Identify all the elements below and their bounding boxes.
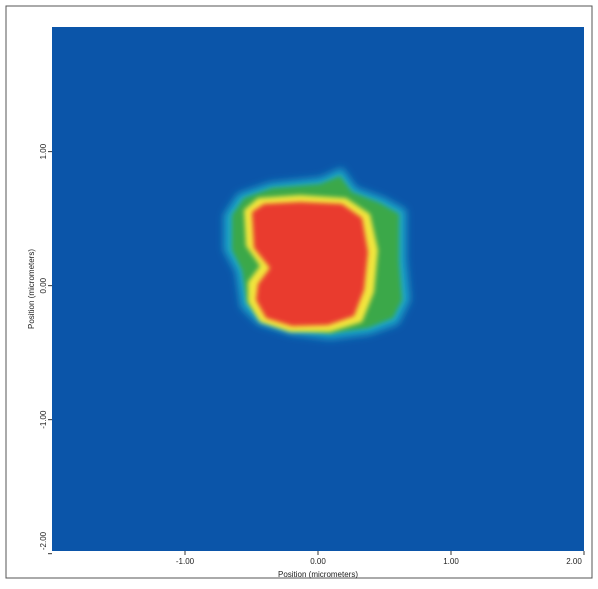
x-axis-title: Position (micrometers)	[278, 570, 358, 579]
chart: Position (micrometers) Position (microme…	[0, 0, 598, 584]
heatmap-image	[52, 27, 584, 551]
x-tick-label: 2.00	[566, 557, 582, 566]
y-tick-label: -1.00	[39, 410, 48, 429]
x-tick-label: 1.00	[443, 557, 459, 566]
x-tick-label: 0.00	[310, 557, 326, 566]
y-tick-label: 1.00	[39, 143, 48, 159]
x-tick-label: -1.00	[176, 557, 195, 566]
y-tick-label: 0.00	[39, 277, 48, 293]
intensity-peak	[252, 202, 368, 326]
y-axis-title: Position (micrometers)	[27, 249, 36, 329]
y-tick-label: -2.00	[39, 531, 48, 550]
